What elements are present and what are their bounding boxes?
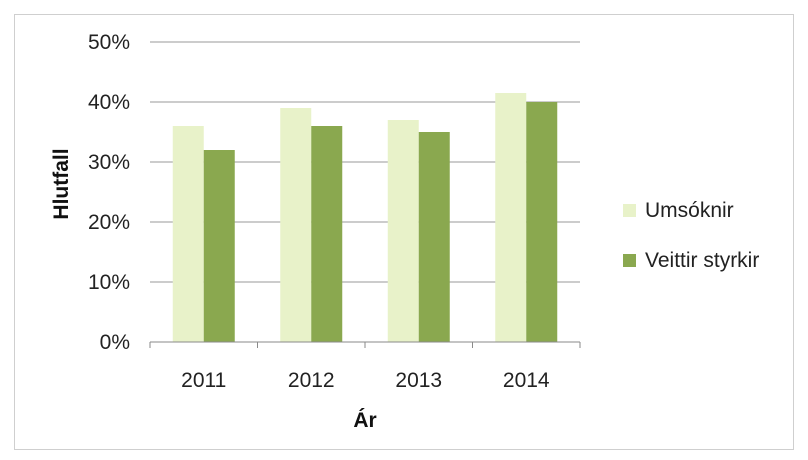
legend-label-veittir-styrkir: Veittir styrkir xyxy=(645,249,759,272)
bar-umsoknir-2013 xyxy=(387,120,419,342)
legend-swatch-veittir-styrkir xyxy=(623,254,636,267)
legend: Umsóknir Veittir styrkir xyxy=(623,199,759,272)
y-axis-title: Hlutfall xyxy=(50,148,73,219)
bar-umsoknir-2014 xyxy=(495,93,527,342)
bar-veittir-styrkir-2012 xyxy=(311,126,343,342)
y-tick-label-50: 50% xyxy=(88,31,130,54)
bar-veittir-styrkir-2013 xyxy=(418,132,450,342)
x-tick-labels: 2011 2012 2013 2014 xyxy=(149,342,581,392)
y-tick-label-0: 0% xyxy=(100,331,130,354)
y-tick-label-10: 10% xyxy=(88,271,130,294)
bar-veittir-styrkir-2014 xyxy=(526,102,558,342)
bars xyxy=(172,93,558,342)
x-tick-label-2014: 2014 xyxy=(503,369,550,392)
y-tick-labels: 0% 10% 20% 30% 40% 50% xyxy=(88,31,130,354)
x-tick-label-2013: 2013 xyxy=(395,369,442,392)
x-tick-label-2011: 2011 xyxy=(181,369,226,392)
bar-umsoknir-2011 xyxy=(172,126,204,342)
y-tick-label-20: 20% xyxy=(88,211,130,234)
bar-veittir-styrkir-2011 xyxy=(203,150,235,342)
y-tick-label-30: 30% xyxy=(88,151,130,174)
x-axis-title: Ár xyxy=(353,409,376,432)
bar-umsoknir-2012 xyxy=(280,108,312,342)
x-tick-label-2012: 2012 xyxy=(288,369,335,392)
legend-swatch-umsoknir xyxy=(623,204,636,217)
legend-label-umsoknir: Umsóknir xyxy=(645,199,734,222)
y-tick-label-40: 40% xyxy=(88,91,130,114)
